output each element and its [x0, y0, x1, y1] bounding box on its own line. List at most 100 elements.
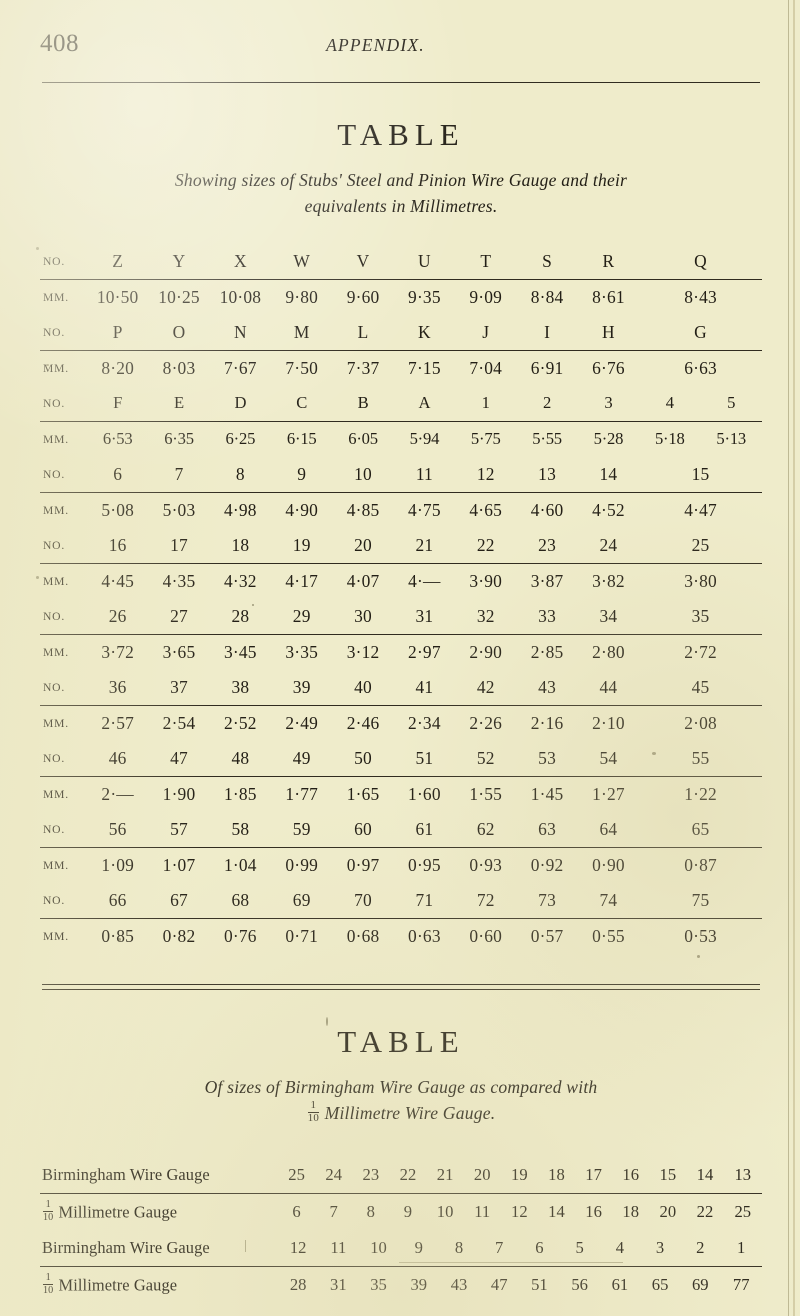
millimetre-cell: 3·80: [684, 570, 717, 591]
row-label: MM.: [43, 574, 69, 588]
birmingham-gauge-table-body: Birmingham Wire Gauge 25 24 23 22 21 20 19 18 17 1…: [40, 1156, 762, 1303]
gauge-number-row: NO. 6 7 8 9 10 11 12 13 14 15: [40, 456, 762, 493]
fraction-denominator: 10: [43, 1284, 54, 1296]
millimetre-gauge-cell: 28: [289, 1274, 307, 1294]
gauge-number-cell: 31: [393, 598, 456, 635]
millimetre-cell: 1·45: [530, 783, 564, 804]
millimetre-gauge-cell: 65: [651, 1274, 669, 1294]
row-label: MM.: [43, 787, 69, 801]
gauge-number-row: NO. 56 57 58 59 60 61 62 63 64 65: [40, 811, 762, 848]
millimetre-cell: 10·50: [96, 286, 139, 307]
millimetre-cell: 8·20: [101, 357, 135, 378]
gauge-number-row: NO. 16 17 18 19 20 21 22 23 24 25: [40, 527, 762, 564]
fraction-numerator: 1: [307, 1100, 319, 1113]
millimetre-cell: 5·18: [654, 429, 685, 449]
gauge-number-cell: 1: [455, 385, 517, 422]
millimetre-gauge-cell: 47: [490, 1274, 508, 1294]
birmingham-gauge-cell: 20: [463, 1156, 501, 1194]
scan-speck: [46, 364, 49, 366]
gauge-number-cell: Q: [639, 243, 762, 280]
millimetre-cell: 5·55: [532, 429, 562, 449]
birmingham-gauge-cell: 9: [398, 1229, 439, 1267]
table2-caption-line2: 1 10 Millimetre Wire Gauge.: [40, 1100, 762, 1126]
millimetre-cell: 8·43: [684, 286, 717, 307]
gauge-number-cell: 8: [209, 456, 272, 493]
birmingham-gauge-cell: 5: [559, 1229, 600, 1267]
millimetre-cell: 6·35: [164, 429, 194, 449]
row-label: NO.: [40, 669, 87, 706]
gauge-number-cell: H: [577, 314, 640, 351]
millimetre-row: MM. 0·85 0·82 0·76 0·71 0·68 0·63 0·60 0·57 0·55 0…: [40, 918, 762, 954]
millimetre-cell: 0·92: [530, 854, 564, 875]
millimetre-cell: 4·17: [285, 570, 319, 591]
table1-heading: TABLE: [337, 117, 465, 152]
gauge-number-cell: 72: [455, 882, 517, 919]
millimetre-cell: 1·77: [285, 783, 319, 804]
millimetre-row: MM. 1·09 1·07 1·04 0·99 0·97 0·95 0·93 0·92 0·90 0…: [40, 847, 762, 883]
millimetre-cell: 5·03: [162, 499, 196, 520]
millimetre-cell: 2·57: [101, 712, 135, 733]
gauge-number-row: NO. P O N M L K J I H G: [40, 314, 762, 351]
gauge-number-cell: 73: [516, 882, 578, 919]
millimetre-gauge-cell: 10: [436, 1201, 454, 1221]
scan-speck: [252, 604, 254, 606]
millimetre-gauge-cell: 22: [696, 1201, 714, 1221]
millimetre-cell: 4·75: [408, 499, 441, 520]
gauge-number-cell: D: [209, 385, 272, 422]
millimetre-gauge-cell: 39: [410, 1274, 428, 1294]
gauge-number-cell: 53: [516, 740, 578, 777]
gauge-number-cell: 33: [516, 598, 578, 635]
birmingham-gauge-cell: 15: [649, 1156, 687, 1194]
gauge-number-cell: 14: [577, 456, 640, 493]
millimetre-gauge-cell: 25: [734, 1201, 752, 1221]
gauge-number-cell: 68: [209, 882, 272, 919]
birmingham-gauge-cell: 4: [599, 1229, 640, 1267]
gauge-number-cell: 44: [577, 669, 640, 706]
gauge-number-cell: V: [332, 243, 394, 280]
millimetre-cell: 6·76: [592, 357, 625, 378]
millimetre-gauge-cell: 9: [403, 1201, 413, 1221]
millimetre-cell: 3·90: [469, 570, 503, 591]
gauge-number-row: NO. 66 67 68 69 70 71 72 73 74 75: [40, 882, 762, 919]
millimetre-cell: 2·49: [285, 712, 319, 733]
gauge-number-cell: 23: [516, 527, 578, 564]
gauge-number-cell: W: [271, 243, 333, 280]
gauge-number-cell: 63: [516, 811, 578, 848]
millimetre-cell: 6·63: [684, 357, 717, 378]
gauge-number-cell: 56: [87, 811, 149, 848]
row-label: MM.: [43, 645, 69, 659]
millimetre-cell: 5·75: [470, 429, 501, 449]
row-label: NO.: [40, 740, 87, 777]
millimetre-gauge-row: 1 10 Millimetre Gauge 6 7 8 9 10 11 12 14 16 18 20 22…: [40, 1193, 762, 1230]
millimetre-row: MM. 5·08 5·03 4·98 4·90 4·85 4·75 4·65 4·60 4·52 4…: [40, 492, 762, 528]
gauge-number-cell: 54: [577, 740, 640, 777]
gauge-number-cell: K: [393, 314, 456, 351]
stubs-gauge-table: NO. Z Y X W V U T S R Q MM. 10·50 10·25 10·08 9·80 9·60 9…: [40, 243, 762, 954]
millimetre-cell: 7·04: [469, 357, 503, 378]
row-label: 1 10 Millimetre Gauge: [40, 1193, 278, 1230]
gauge-number-cell: 24: [577, 527, 640, 564]
millimetre-cell: 0·82: [162, 925, 196, 946]
gauge-number-cell: 30: [332, 598, 394, 635]
millimetre-cell: 2·54: [162, 712, 196, 733]
one-tenth-fraction: 1 10: [43, 1200, 54, 1222]
gauge-number-cell: 74: [577, 882, 640, 919]
birmingham-gauge-cell: 22: [389, 1156, 427, 1194]
millimetre-cell: 2·80: [592, 641, 625, 662]
millimetre-row: MM. 2·— 1·90 1·85 1·77 1·65 1·60 1·55 1·45 1·27 1·…: [40, 776, 762, 812]
millimetre-gauge-cell: 14: [548, 1201, 565, 1221]
gauge-number-cell: M: [271, 314, 333, 351]
millimetre-cell: 1·55: [469, 783, 503, 804]
millimetre-cell: 2·46: [346, 712, 380, 733]
millimetre-cell: 0·93: [469, 854, 503, 875]
scan-speck: [326, 1017, 328, 1026]
millimetre-cell: 2·—: [101, 783, 134, 804]
millimetre-cell: 2·52: [224, 712, 257, 733]
scan-speck: [36, 247, 39, 250]
gauge-number-cell: 27: [148, 598, 210, 635]
millimetre-cell: 1·27: [592, 783, 625, 804]
row-label: NO.: [40, 598, 87, 635]
row-label-text: Millimetre Gauge: [54, 1202, 178, 1222]
gauge-number-cell: 2: [516, 385, 578, 422]
